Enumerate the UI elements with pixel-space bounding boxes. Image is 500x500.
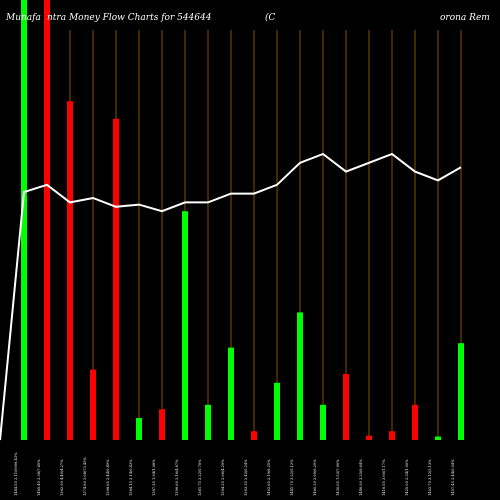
x-tick-label: 1425.00 2.34/1.00% — [405, 459, 409, 496]
x-tick-label: 1402.65 2.19/6.25% — [267, 459, 271, 496]
title-right: orona Rem — [440, 13, 490, 23]
bar — [251, 431, 257, 440]
title-left: Munafa — [5, 13, 41, 23]
title-mid: ntra Money Flow Charts for 544644 — [47, 13, 212, 23]
bar — [205, 404, 211, 440]
x-tick-label: 1444.55 2.11/9996.43% — [14, 452, 18, 496]
bar — [182, 211, 188, 440]
x-tick-label: 1430.05 1.53/7.90% — [336, 459, 340, 496]
x-tick-label: 1460.20 2.69/6.20% — [313, 459, 317, 496]
bar — [412, 404, 418, 440]
x-tick-label: 1381.75 2.22/0.78% — [198, 459, 202, 496]
bar — [297, 312, 303, 440]
x-tick-label: 1394.25 2.66/4.29% — [221, 459, 225, 496]
bar — [228, 347, 234, 440]
x-tick-label: 1362.90 4.49/4.27% — [60, 459, 64, 496]
bar — [113, 118, 119, 441]
bar — [435, 436, 441, 440]
x-tick-label: 1407.45 2.44/0.04% — [451, 459, 455, 496]
money-flow-line — [0, 152, 462, 441]
x-tick-label: 1374.80 3.68/73.45% — [83, 456, 87, 496]
x-tick-label: 1416.55 3.60/1.17% — [382, 459, 386, 496]
bar — [458, 343, 464, 440]
x-tick-label: 1398.65 2.44/0.49% — [106, 459, 110, 496]
bar — [90, 369, 96, 440]
x-tick-label: 1387.25 1.94/1.08% — [152, 459, 156, 496]
x-tick-label: 1446.90 2.25/8.64% — [359, 459, 363, 496]
bar — [44, 0, 50, 440]
bar — [136, 418, 142, 440]
bar — [343, 374, 349, 440]
x-tick-label: 1402.70 3.12/2.13% — [428, 459, 432, 496]
bar — [21, 0, 27, 440]
bar — [366, 435, 372, 440]
bar — [274, 382, 280, 440]
bar — [389, 431, 395, 440]
tick-labels: 1444.55 2.11/9996.43% 1465.40 3.38/7.85% 1… — [14, 452, 455, 496]
x-tick-label: 1441.70 3.22/5.12% — [290, 459, 294, 496]
bar — [159, 409, 165, 440]
x-tick-label: 1396.60 3.16/4.67% — [175, 459, 179, 496]
bar — [67, 101, 73, 440]
x-tick-label: 1384.15 3.14/0.43% — [129, 459, 133, 496]
x-tick-label: 1393.35 2.45/0.24% — [244, 459, 248, 496]
bar — [320, 404, 326, 440]
title-bracket: (C — [265, 12, 276, 23]
x-tick-label: 1465.40 3.38/7.85% — [37, 459, 41, 496]
bars — [21, 0, 464, 441]
